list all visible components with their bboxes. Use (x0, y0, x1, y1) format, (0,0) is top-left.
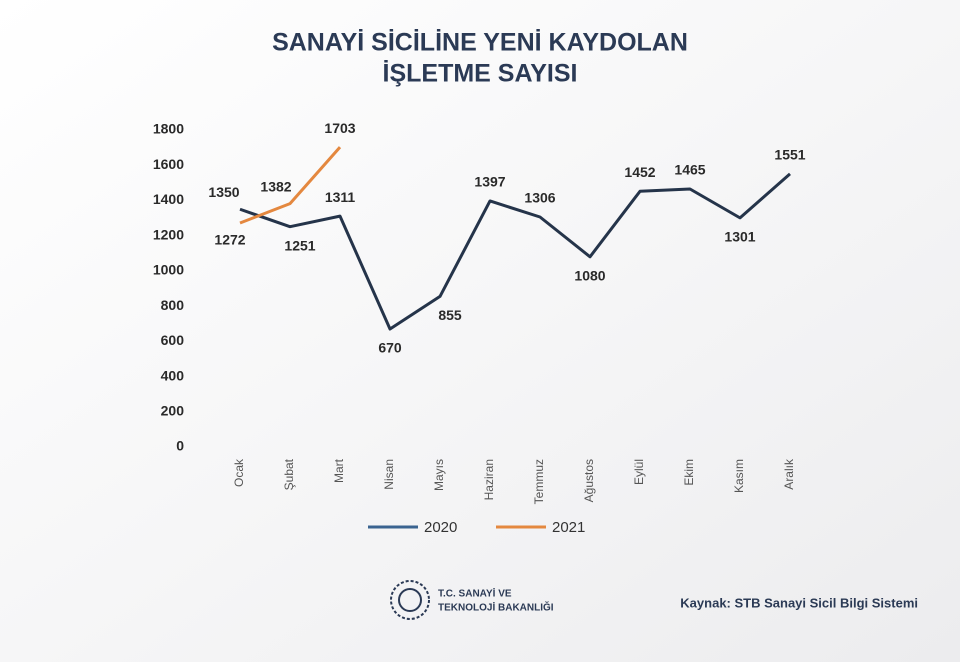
series-line (239, 146, 342, 225)
ministry-name: T.C. SANAYİ VE (438, 587, 512, 600)
x-tick-label: Mayıs (432, 459, 446, 491)
x-tick-label: Haziran (482, 459, 496, 500)
y-tick-label: 600 (161, 332, 185, 348)
y-tick-label: 400 (161, 367, 185, 383)
x-tick-label: Eylül (632, 459, 646, 485)
chart-title: İŞLETME SAYISI (383, 60, 578, 88)
data-label: 1311 (325, 189, 356, 205)
source-note: Kaynak: STB Sanayi Sicil Bilgi Sistemi (680, 595, 918, 610)
y-tick-label: 1600 (153, 156, 184, 172)
x-tick-label: Aralık (782, 458, 796, 490)
ministry-name: TEKNOLOJİ BAKANLIĞI (438, 601, 554, 614)
data-label: 1306 (524, 190, 555, 206)
data-label: 1251 (284, 237, 315, 253)
data-label: 1703 (324, 120, 355, 136)
y-tick-label: 0 (176, 438, 184, 454)
data-label: 1465 (674, 162, 705, 178)
data-label: 1080 (574, 268, 605, 284)
y-tick-label: 1000 (153, 262, 184, 278)
logo (390, 580, 430, 620)
legend-label: 2021 (552, 519, 585, 536)
data-label: 1551 (774, 147, 805, 163)
data-label: 1382 (260, 178, 291, 194)
x-tick-label: Ocak (232, 458, 246, 487)
y-tick-label: 1200 (153, 226, 184, 242)
data-label: 1301 (724, 229, 755, 245)
x-tick-label: Ağustos (582, 459, 596, 502)
y-tick-label: 800 (161, 297, 185, 313)
chart-title: SANAYİ SİCİLİNE YENİ KAYDOLAN (272, 29, 688, 57)
x-tick-label: Nisan (382, 459, 396, 490)
x-tick-label: Şubat (282, 458, 296, 490)
series-line (239, 172, 791, 331)
x-tick-label: Mart (332, 458, 346, 483)
y-tick-label: 1800 (153, 121, 184, 137)
data-label: 1397 (474, 174, 505, 190)
data-label: 1452 (624, 164, 655, 180)
x-tick-label: Temmuz (532, 459, 546, 504)
data-label: 1350 (208, 184, 239, 200)
data-label: 670 (378, 340, 402, 356)
data-label: 1272 (214, 232, 245, 248)
y-tick-label: 1400 (153, 191, 184, 207)
x-tick-label: Kasım (732, 459, 746, 493)
data-label: 855 (438, 307, 462, 323)
x-tick-label: Ekim (682, 459, 696, 486)
legend-label: 2020 (424, 519, 457, 536)
y-tick-label: 200 (161, 402, 185, 418)
